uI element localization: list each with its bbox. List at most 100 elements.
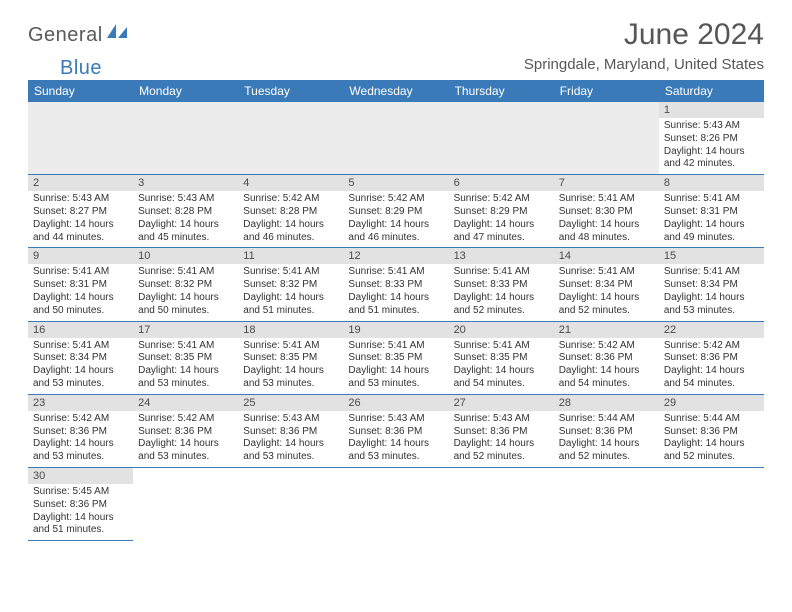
weekday-header: Wednesday <box>343 80 448 102</box>
day-body: Sunrise: 5:41 AMSunset: 8:34 PMDaylight:… <box>554 264 659 320</box>
day-cell: 16Sunrise: 5:41 AMSunset: 8:34 PMDayligh… <box>28 321 133 394</box>
logo-text-general: General <box>28 24 103 47</box>
day-cell: 15Sunrise: 5:41 AMSunset: 8:34 PMDayligh… <box>659 248 764 321</box>
day-body: Sunrise: 5:43 AMSunset: 8:36 PMDaylight:… <box>238 411 343 467</box>
day-cell: 7Sunrise: 5:41 AMSunset: 8:30 PMDaylight… <box>554 175 659 248</box>
day-number: 1 <box>659 102 764 118</box>
day-cell: 5Sunrise: 5:42 AMSunset: 8:29 PMDaylight… <box>343 175 448 248</box>
weekday-header: Friday <box>554 80 659 102</box>
day-cell: 9Sunrise: 5:41 AMSunset: 8:31 PMDaylight… <box>28 248 133 321</box>
calendar-row: 2Sunrise: 5:43 AMSunset: 8:27 PMDaylight… <box>28 175 764 248</box>
day-cell: 3Sunrise: 5:43 AMSunset: 8:28 PMDaylight… <box>133 175 238 248</box>
day-number: 2 <box>28 175 133 191</box>
day-body: Sunrise: 5:41 AMSunset: 8:34 PMDaylight:… <box>659 264 764 320</box>
calendar-body: 1Sunrise: 5:43 AMSunset: 8:26 PMDaylight… <box>28 102 764 541</box>
weekday-header: Thursday <box>449 80 554 102</box>
day-number: 26 <box>343 395 448 411</box>
day-cell: 30Sunrise: 5:45 AMSunset: 8:36 PMDayligh… <box>28 467 133 540</box>
day-body: Sunrise: 5:41 AMSunset: 8:35 PMDaylight:… <box>449 338 554 394</box>
day-body: Sunrise: 5:41 AMSunset: 8:31 PMDaylight:… <box>659 191 764 247</box>
calendar-row: 9Sunrise: 5:41 AMSunset: 8:31 PMDaylight… <box>28 248 764 321</box>
day-number: 6 <box>449 175 554 191</box>
empty-cell <box>133 467 238 540</box>
day-cell: 8Sunrise: 5:41 AMSunset: 8:31 PMDaylight… <box>659 175 764 248</box>
day-cell: 4Sunrise: 5:42 AMSunset: 8:28 PMDaylight… <box>238 175 343 248</box>
day-number: 22 <box>659 322 764 338</box>
day-cell: 22Sunrise: 5:42 AMSunset: 8:36 PMDayligh… <box>659 321 764 394</box>
month-title: June 2024 <box>524 18 764 52</box>
day-cell: 12Sunrise: 5:41 AMSunset: 8:33 PMDayligh… <box>343 248 448 321</box>
day-cell: 29Sunrise: 5:44 AMSunset: 8:36 PMDayligh… <box>659 394 764 467</box>
empty-cell <box>659 467 764 540</box>
empty-cell <box>343 467 448 540</box>
day-cell: 17Sunrise: 5:41 AMSunset: 8:35 PMDayligh… <box>133 321 238 394</box>
day-body: Sunrise: 5:41 AMSunset: 8:34 PMDaylight:… <box>28 338 133 394</box>
calendar-row: 30Sunrise: 5:45 AMSunset: 8:36 PMDayligh… <box>28 467 764 540</box>
day-number: 30 <box>28 468 133 484</box>
day-number: 9 <box>28 248 133 264</box>
empty-cell <box>28 102 133 175</box>
day-cell: 6Sunrise: 5:42 AMSunset: 8:29 PMDaylight… <box>449 175 554 248</box>
day-body: Sunrise: 5:43 AMSunset: 8:36 PMDaylight:… <box>343 411 448 467</box>
empty-cell <box>554 467 659 540</box>
day-number: 12 <box>343 248 448 264</box>
day-body: Sunrise: 5:43 AMSunset: 8:36 PMDaylight:… <box>449 411 554 467</box>
day-number: 16 <box>28 322 133 338</box>
day-number: 8 <box>659 175 764 191</box>
empty-cell <box>449 467 554 540</box>
empty-cell <box>449 102 554 175</box>
empty-cell <box>343 102 448 175</box>
calendar-head: SundayMondayTuesdayWednesdayThursdayFrid… <box>28 80 764 102</box>
day-cell: 1Sunrise: 5:43 AMSunset: 8:26 PMDaylight… <box>659 102 764 175</box>
day-body: Sunrise: 5:42 AMSunset: 8:29 PMDaylight:… <box>449 191 554 247</box>
weekday-row: SundayMondayTuesdayWednesdayThursdayFrid… <box>28 80 764 102</box>
day-number: 28 <box>554 395 659 411</box>
logo-sail-icon <box>107 24 129 45</box>
day-number: 15 <box>659 248 764 264</box>
day-number: 27 <box>449 395 554 411</box>
title-block: June 2024 Springdale, Maryland, United S… <box>524 18 764 73</box>
day-body: Sunrise: 5:45 AMSunset: 8:36 PMDaylight:… <box>28 484 133 540</box>
day-number: 7 <box>554 175 659 191</box>
day-body: Sunrise: 5:42 AMSunset: 8:28 PMDaylight:… <box>238 191 343 247</box>
day-number: 25 <box>238 395 343 411</box>
day-number: 18 <box>238 322 343 338</box>
day-number: 19 <box>343 322 448 338</box>
logo: General <box>28 24 129 47</box>
day-cell: 2Sunrise: 5:43 AMSunset: 8:27 PMDaylight… <box>28 175 133 248</box>
empty-cell <box>133 102 238 175</box>
day-body: Sunrise: 5:44 AMSunset: 8:36 PMDaylight:… <box>554 411 659 467</box>
day-body: Sunrise: 5:41 AMSunset: 8:33 PMDaylight:… <box>449 264 554 320</box>
weekday-header: Saturday <box>659 80 764 102</box>
day-body: Sunrise: 5:43 AMSunset: 8:27 PMDaylight:… <box>28 191 133 247</box>
day-body: Sunrise: 5:43 AMSunset: 8:28 PMDaylight:… <box>133 191 238 247</box>
day-cell: 20Sunrise: 5:41 AMSunset: 8:35 PMDayligh… <box>449 321 554 394</box>
day-number: 13 <box>449 248 554 264</box>
day-body: Sunrise: 5:42 AMSunset: 8:36 PMDaylight:… <box>133 411 238 467</box>
day-number: 14 <box>554 248 659 264</box>
day-cell: 27Sunrise: 5:43 AMSunset: 8:36 PMDayligh… <box>449 394 554 467</box>
day-cell: 26Sunrise: 5:43 AMSunset: 8:36 PMDayligh… <box>343 394 448 467</box>
day-number: 23 <box>28 395 133 411</box>
day-number: 20 <box>449 322 554 338</box>
calendar-table: SundayMondayTuesdayWednesdayThursdayFrid… <box>28 80 764 541</box>
day-body: Sunrise: 5:41 AMSunset: 8:30 PMDaylight:… <box>554 191 659 247</box>
day-body: Sunrise: 5:41 AMSunset: 8:32 PMDaylight:… <box>238 264 343 320</box>
day-cell: 24Sunrise: 5:42 AMSunset: 8:36 PMDayligh… <box>133 394 238 467</box>
empty-cell <box>238 467 343 540</box>
day-body: Sunrise: 5:41 AMSunset: 8:35 PMDaylight:… <box>133 338 238 394</box>
calendar-row: 1Sunrise: 5:43 AMSunset: 8:26 PMDaylight… <box>28 102 764 175</box>
location-text: Springdale, Maryland, United States <box>524 56 764 73</box>
calendar-row: 16Sunrise: 5:41 AMSunset: 8:34 PMDayligh… <box>28 321 764 394</box>
day-cell: 14Sunrise: 5:41 AMSunset: 8:34 PMDayligh… <box>554 248 659 321</box>
day-cell: 28Sunrise: 5:44 AMSunset: 8:36 PMDayligh… <box>554 394 659 467</box>
logo-text-blue: Blue <box>60 57 102 80</box>
weekday-header: Tuesday <box>238 80 343 102</box>
day-cell: 18Sunrise: 5:41 AMSunset: 8:35 PMDayligh… <box>238 321 343 394</box>
day-cell: 23Sunrise: 5:42 AMSunset: 8:36 PMDayligh… <box>28 394 133 467</box>
day-number: 4 <box>238 175 343 191</box>
day-cell: 21Sunrise: 5:42 AMSunset: 8:36 PMDayligh… <box>554 321 659 394</box>
day-cell: 10Sunrise: 5:41 AMSunset: 8:32 PMDayligh… <box>133 248 238 321</box>
day-body: Sunrise: 5:42 AMSunset: 8:36 PMDaylight:… <box>28 411 133 467</box>
day-number: 3 <box>133 175 238 191</box>
